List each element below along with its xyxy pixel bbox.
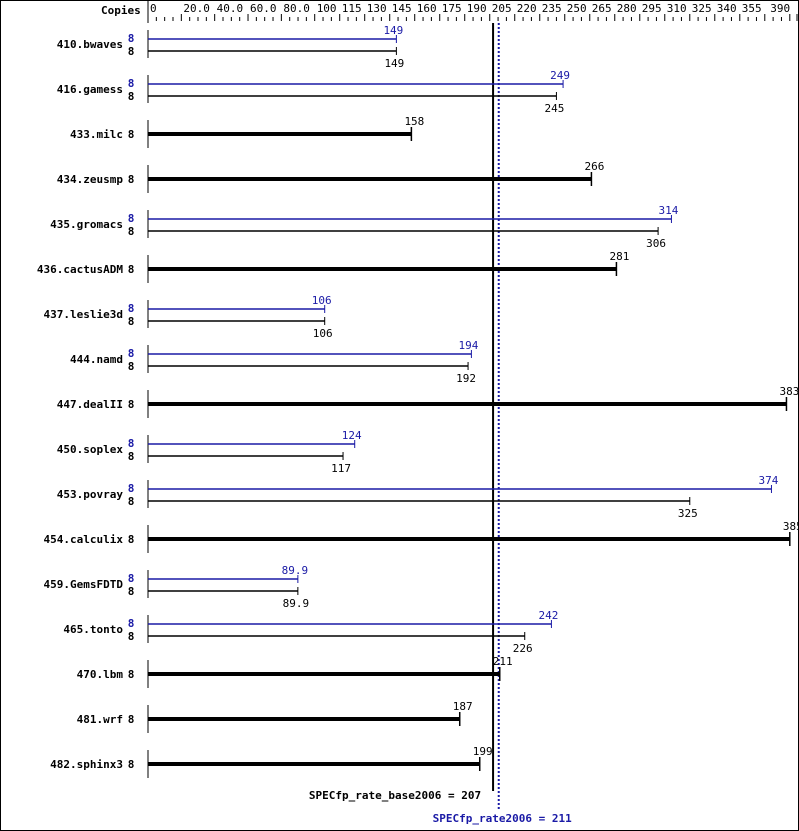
copies-base: 8 [128,128,135,141]
base-value-label: 187 [453,700,473,713]
benchmark-label: 465.tonto [63,623,123,636]
copies-peak: 8 [128,302,135,315]
benchmark-label: 450.soplex [57,443,124,456]
copies-peak: 8 [128,347,135,360]
copies-peak: 8 [128,617,135,630]
base-value-label: 192 [456,372,476,385]
copies-base: 8 [128,173,135,186]
copies-base: 8 [128,585,135,598]
copies-base: 8 [128,495,135,508]
tick-label: 310 [667,2,687,15]
benchmark-label: 454.calculix [44,533,124,546]
base-value-label: 89.9 [283,597,310,610]
base-value-label: 149 [384,57,404,70]
tick-label: 265 [592,2,612,15]
copies-peak: 8 [128,482,135,495]
peak-value-label: 124 [342,429,362,442]
copies-base: 8 [128,263,135,276]
tick-label: 20.0 [183,2,210,15]
tick-label: 190 [467,2,487,15]
peak-summary-label: SPECfp_rate2006 = 211 [433,812,572,825]
tick-label: 250 [567,2,587,15]
benchmark-label: 481.wrf [77,713,123,726]
tick-label: 295 [642,2,662,15]
benchmark-label: 470.lbm [77,668,124,681]
copies-base: 8 [128,360,135,373]
tick-label: 80.0 [283,2,310,15]
base-value-label: 117 [331,462,351,475]
tick-label: 145 [392,2,412,15]
copies-base: 8 [128,758,135,771]
base-value-label: 106 [313,327,333,340]
tick-label: 235 [542,2,562,15]
copies-base: 8 [128,45,135,58]
benchmark-label: 447.dealII [57,398,123,411]
copies-base: 8 [128,668,135,681]
tick-label: 390 [770,2,790,15]
peak-value-label: 194 [458,339,478,352]
copies-peak: 8 [128,77,135,90]
benchmark-label: 410.bwaves [57,38,123,51]
copies-base: 8 [128,90,135,103]
benchmark-label: 434.zeusmp [57,173,124,186]
peak-value-label: 314 [659,204,679,217]
benchmark-label: 453.povray [57,488,124,501]
benchmark-label: 482.sphinx3 [50,758,123,771]
base-value-label: 383 [780,385,799,398]
copies-base: 8 [128,713,135,726]
peak-value-label: 249 [550,69,570,82]
base-value-label: 281 [609,250,629,263]
tick-label: 355 [742,2,762,15]
tick-label: 160 [417,2,437,15]
base-value-label: 266 [584,160,604,173]
base-value-label: 325 [678,507,698,520]
peak-value-label: 242 [538,609,558,622]
base-value-label: 158 [404,115,424,128]
peak-value-label: 106 [312,294,332,307]
copies-peak: 8 [128,437,135,450]
tick-label: 0 [150,2,157,15]
base-value-label: 211 [493,655,513,668]
copies-base: 8 [128,225,135,238]
tick-label: 205 [492,2,512,15]
copies-peak: 8 [128,212,135,225]
peak-value-label: 149 [383,24,403,37]
benchmark-label: 433.milc [70,128,123,141]
base-value-label: 306 [646,237,666,250]
tick-label: 40.0 [217,2,244,15]
copies-base: 8 [128,533,135,546]
axis-label: Copies [101,4,141,17]
copies-base: 8 [128,315,135,328]
benchmark-label: 416.gamess [57,83,123,96]
tick-label: 60.0 [250,2,277,15]
benchmark-label: 437.leslie3d [44,308,123,321]
benchmark-label: 436.cactusADM [37,263,123,276]
base-value-label: 245 [544,102,564,115]
tick-label: 325 [692,2,712,15]
peak-value-label: 374 [759,474,779,487]
copies-peak: 8 [128,32,135,45]
copies-peak: 8 [128,572,135,585]
copies-base: 8 [128,398,135,411]
base-summary-label: SPECfp_rate_base2006 = 207 [309,789,481,802]
tick-label: 130 [367,2,387,15]
tick-label: 220 [517,2,537,15]
tick-label: 115 [342,2,362,15]
tick-label: 100 [317,2,337,15]
tick-label: 280 [617,2,637,15]
benchmark-label: 435.gromacs [50,218,123,231]
benchmark-label: 444.namd [70,353,123,366]
benchmark-label: 459.GemsFDTD [44,578,124,591]
base-value-label: 199 [473,745,493,758]
base-value-label: 226 [513,642,533,655]
copies-base: 8 [128,450,135,463]
base-value-label: 385 [783,520,799,533]
tick-label: 175 [442,2,462,15]
tick-label: 340 [717,2,737,15]
peak-value-label: 89.9 [282,564,309,577]
copies-base: 8 [128,630,135,643]
